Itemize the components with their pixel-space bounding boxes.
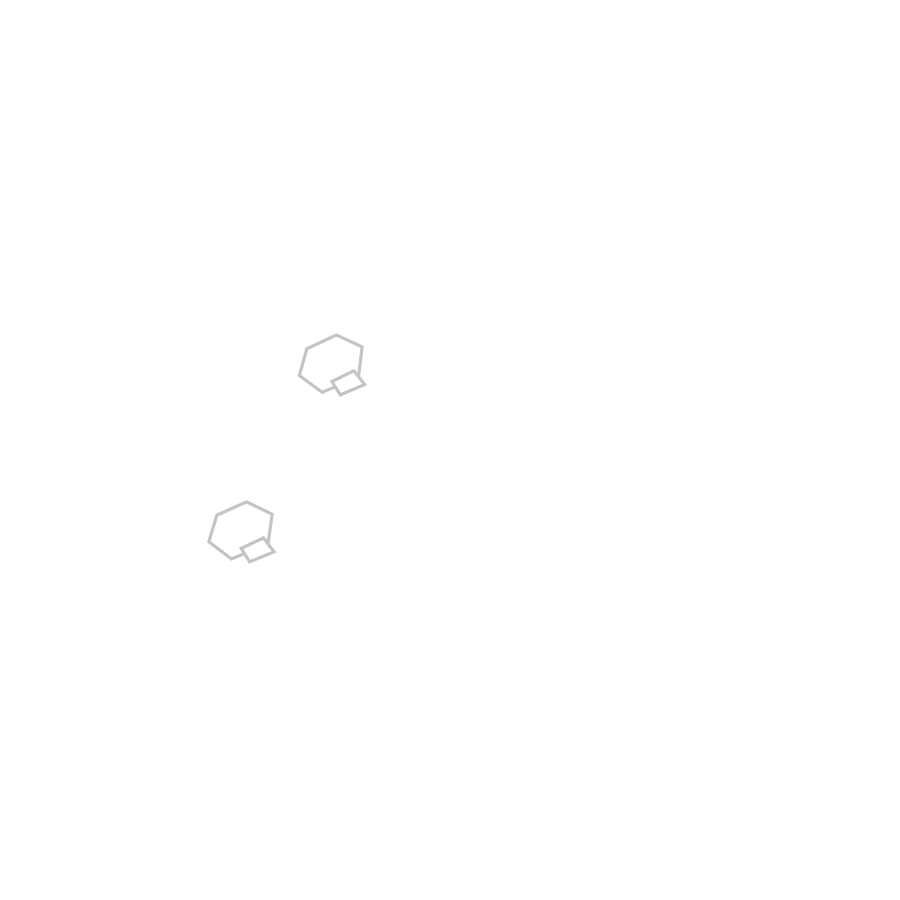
brand-logo-fold-icon: [238, 535, 277, 564]
brand-logo-fold-icon: [329, 368, 368, 397]
watermark-top: [297, 333, 368, 397]
watermark-bottom: [206, 500, 277, 564]
